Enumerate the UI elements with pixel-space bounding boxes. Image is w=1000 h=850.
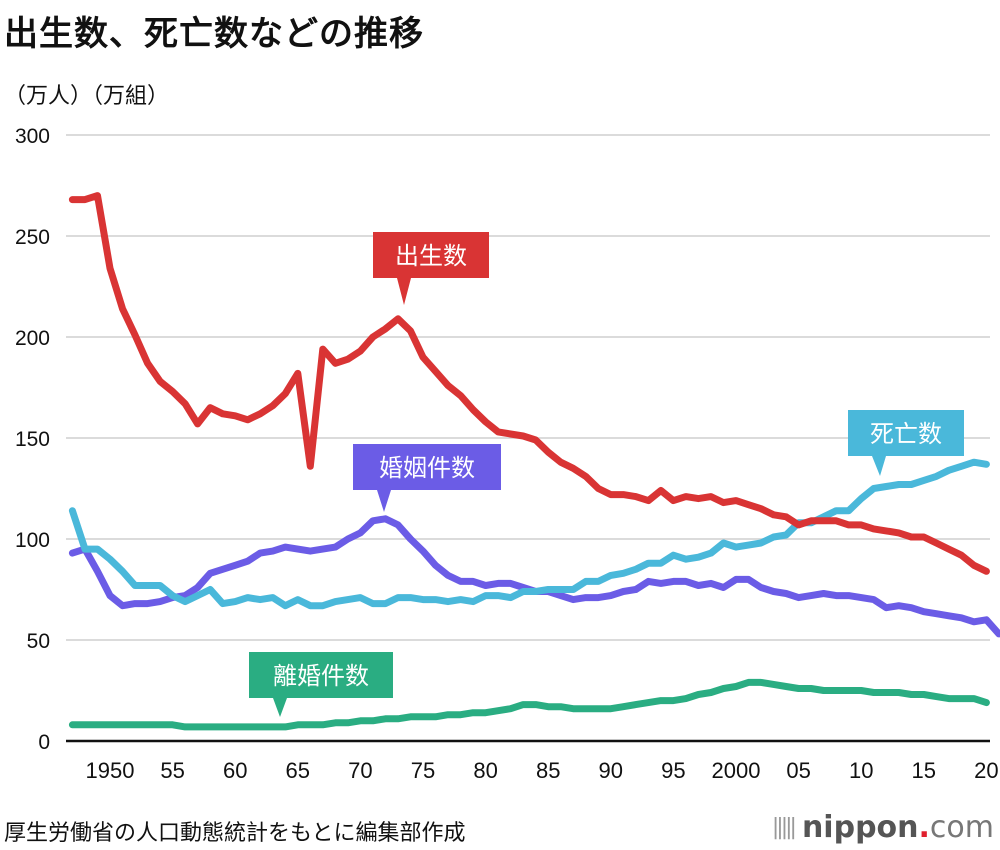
series-line-3 bbox=[68, 678, 990, 731]
y-tick-label: 300 bbox=[15, 125, 50, 148]
logo-bars-icon: ||||| bbox=[771, 815, 797, 840]
unit-label: （万人）（万組） bbox=[4, 84, 170, 109]
series-line-0 bbox=[68, 192, 990, 575]
y-tick-label: 250 bbox=[15, 226, 50, 249]
x-tick-label: 65 bbox=[286, 758, 310, 783]
x-tick-label: 90 bbox=[599, 758, 623, 783]
nippon-logo[interactable]: ||||| nippon.com bbox=[772, 810, 994, 845]
y-tick-label: 50 bbox=[27, 630, 50, 653]
series-lines bbox=[68, 192, 1000, 731]
chart-title: 出生数、死亡数などの推移 bbox=[4, 14, 424, 54]
x-tick-label: 55 bbox=[160, 758, 184, 783]
x-tick-label: 2000 bbox=[712, 758, 761, 783]
callout-text: 出生数 bbox=[395, 242, 467, 270]
grid-lines bbox=[66, 134, 990, 743]
callout-text: 婚姻件数 bbox=[379, 454, 475, 482]
series-line-1 bbox=[68, 458, 990, 610]
callout-text: 離婚件数 bbox=[273, 662, 369, 690]
logo-suffix: com bbox=[929, 810, 994, 845]
x-tick-label: 60 bbox=[223, 758, 247, 783]
x-tick-label: 75 bbox=[411, 758, 435, 783]
y-tick-label: 100 bbox=[15, 529, 50, 552]
series-line-2 bbox=[68, 515, 1000, 638]
x-tick-label: 05 bbox=[786, 758, 810, 783]
y-tick-label: 200 bbox=[15, 327, 50, 350]
y-tick-label: 0 bbox=[38, 731, 50, 754]
logo-main: nippon bbox=[801, 810, 919, 845]
y-tick-label: 150 bbox=[15, 428, 50, 451]
x-tick-label: 80 bbox=[473, 758, 497, 783]
callout-box bbox=[249, 652, 393, 717]
callout-box bbox=[373, 232, 489, 305]
x-tick-label: 10 bbox=[849, 758, 873, 783]
x-tick-label: 95 bbox=[661, 758, 685, 783]
series-label-callout: 離婚件数 bbox=[249, 652, 393, 717]
x-tick-label: 1950 bbox=[86, 758, 135, 783]
series-label-callout: 婚姻件数 bbox=[353, 444, 501, 512]
x-axis-ticks: 1950 55 60 65 70 75 80 85 90 95 2000 05 10 15 20 bbox=[86, 758, 999, 783]
source-note: 厚生労働省の人口動態統計をもとに編集部作成 bbox=[4, 821, 466, 846]
logo-dot: . bbox=[918, 810, 930, 845]
x-tick-label: 85 bbox=[536, 758, 560, 783]
series-label-callout: 出生数 bbox=[373, 232, 489, 305]
callout-box bbox=[848, 410, 964, 476]
x-tick-label: 20 bbox=[974, 758, 998, 783]
callout-text: 死亡数 bbox=[870, 420, 942, 448]
x-tick-label: 70 bbox=[348, 758, 372, 783]
callout-box bbox=[353, 444, 501, 512]
series-label-callout: 死亡数 bbox=[848, 410, 964, 476]
y-axis-ticks: 0 50 100 150 200 250 300 bbox=[15, 125, 50, 754]
x-tick-label: 15 bbox=[912, 758, 936, 783]
